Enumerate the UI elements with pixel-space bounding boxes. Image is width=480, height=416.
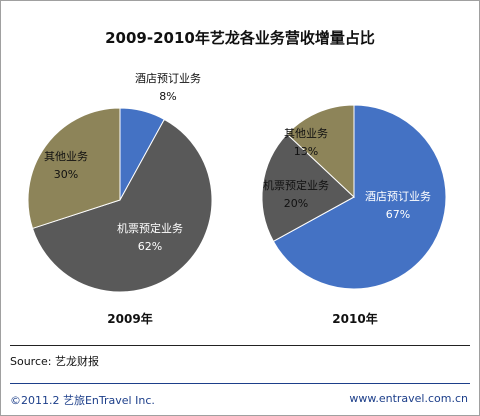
divider-footer xyxy=(10,383,470,384)
slice-label: 酒店预订业务 xyxy=(365,189,431,203)
slice-label: 机票预定业务 xyxy=(263,178,329,192)
pie-2010年: 酒店预订业务 67% 机票预定业务 20% 其他业务 13% xyxy=(261,104,447,290)
pie-2009-caption: 2009年 xyxy=(107,312,153,326)
pie-slice xyxy=(261,133,355,243)
slice-value-label: 13% xyxy=(294,145,318,158)
slice-label: 酒店预订业务 xyxy=(135,71,201,85)
pie-slice xyxy=(272,104,447,290)
slice-value-label: 8% xyxy=(159,90,176,103)
slice-value-label: 20% xyxy=(284,197,308,210)
slice-label: 机票预定业务 xyxy=(117,221,183,235)
pie-2010-caption: 2010年 xyxy=(332,312,378,326)
pie-slice xyxy=(31,118,213,293)
website-link[interactable]: www.entravel.com.cn xyxy=(349,392,468,405)
source-note: Source: 艺龙财报 xyxy=(10,355,99,368)
pie-2009年: 酒店预订业务 8% 机票预定业务 62% 其他业务 30% xyxy=(27,71,213,293)
slice-value-label: 30% xyxy=(54,168,78,181)
slice-value-label: 62% xyxy=(138,240,162,253)
copyright-text: ©2011.2 艺旅EnTravel Inc. xyxy=(10,394,155,407)
pie-slice xyxy=(27,107,121,230)
slice-value-label: 67% xyxy=(386,208,410,221)
pie-charts: 酒店预订业务 8% 机票预定业务 62% 其他业务 30% 酒店预订业务 67% 机票预定业务 2… xyxy=(27,71,447,293)
divider-top xyxy=(10,345,470,346)
slice-label: 其他业务 xyxy=(284,127,328,140)
chart-title: 2009-2010年艺龙各业务营收增量占比 xyxy=(105,29,375,47)
pie-slice xyxy=(286,104,355,199)
slice-label: 其他业务 xyxy=(44,150,88,163)
